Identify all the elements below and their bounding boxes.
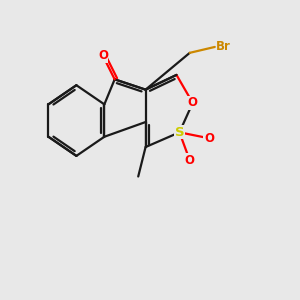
Text: O: O (188, 96, 198, 110)
Text: Br: Br (216, 40, 231, 53)
Text: S: S (175, 126, 184, 139)
Text: O: O (185, 154, 195, 167)
Text: O: O (204, 132, 214, 145)
Text: O: O (98, 49, 108, 62)
